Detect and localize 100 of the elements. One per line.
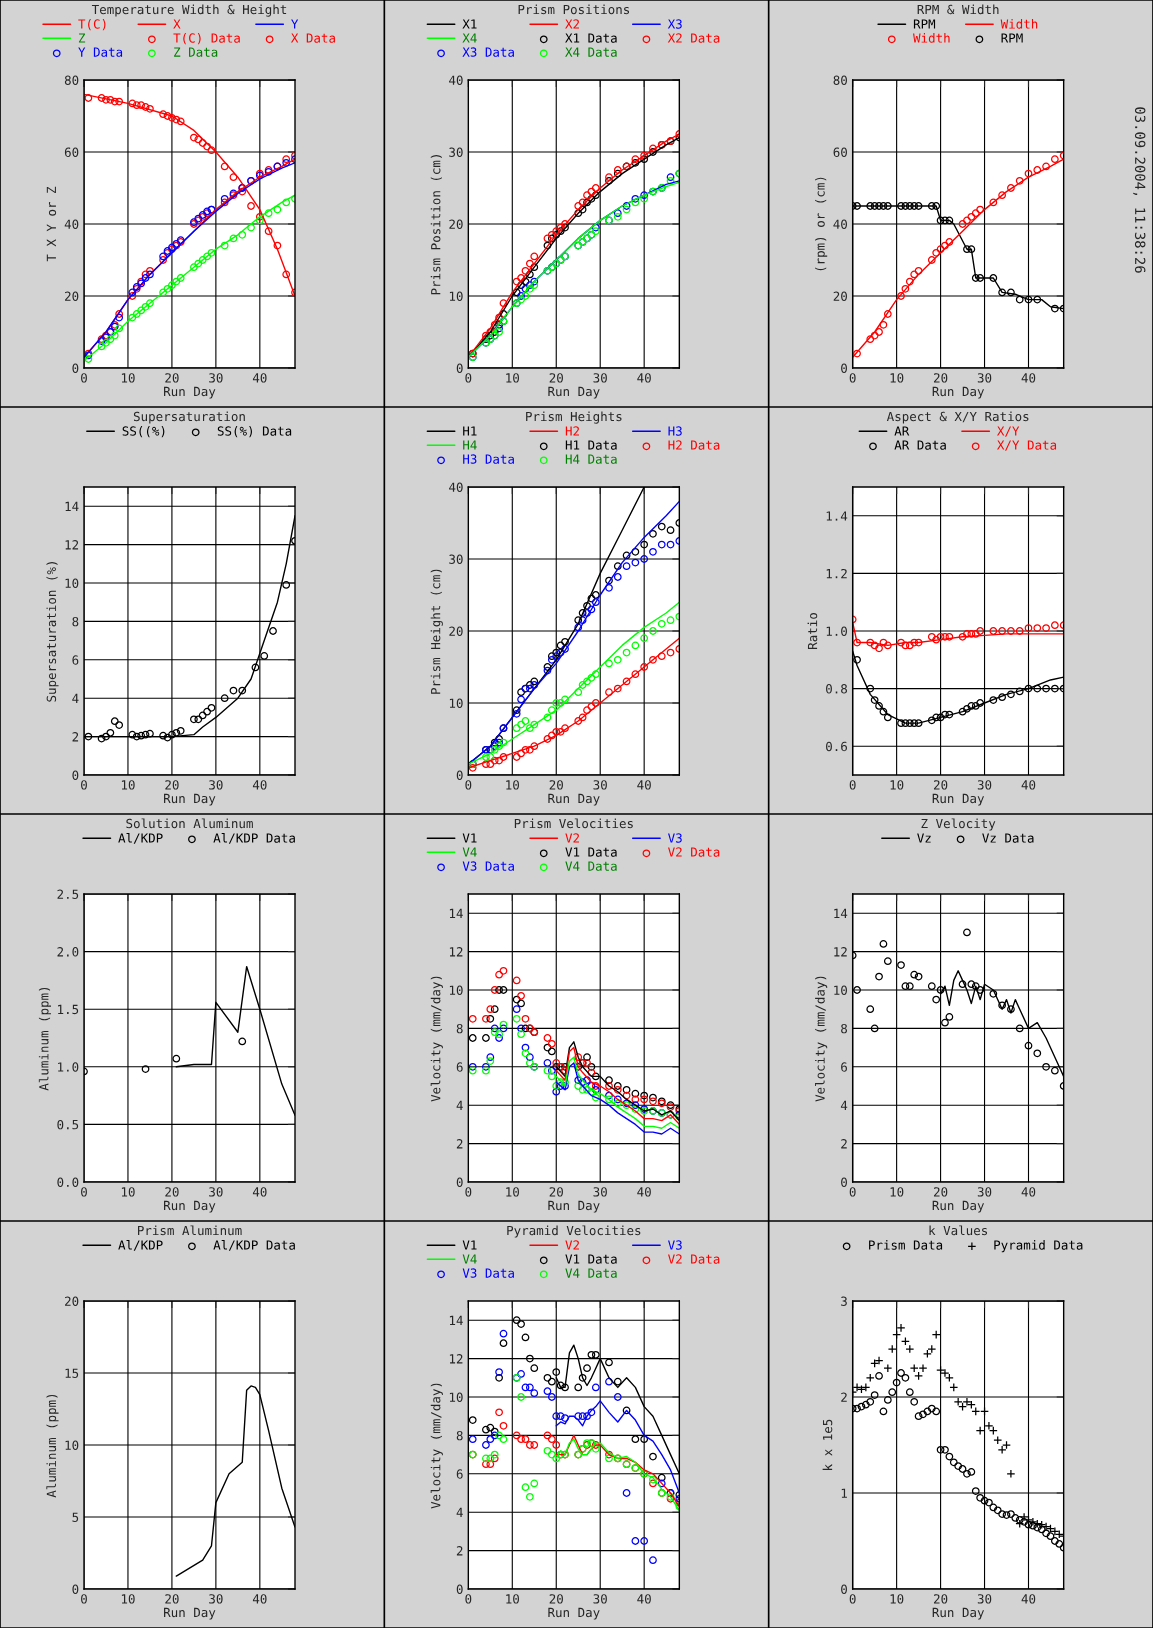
legend-label: Y Data <box>78 47 123 57</box>
x-axis-title: Run Day <box>932 1200 985 1213</box>
x-tick-label: 20 <box>933 373 948 383</box>
x-tick-label: 20 <box>933 1594 948 1604</box>
legend-label: Al/KDP <box>118 1240 163 1251</box>
x-axis-title: Run Day <box>164 1200 216 1213</box>
legend-label: H2 <box>565 426 579 436</box>
legend-label: AR <box>894 426 910 436</box>
y-tick-label: 2 <box>456 1139 463 1149</box>
chart-title: Prism Aluminum <box>138 1225 242 1236</box>
legend-label: V2 Data <box>668 847 720 857</box>
x-tick-label: 0 <box>465 1187 472 1197</box>
legend-label: V3 <box>668 1240 682 1250</box>
x-tick-label: 30 <box>977 1594 992 1604</box>
x-tick-label: 0 <box>849 1187 856 1197</box>
y-tick-label: 10 <box>834 985 847 995</box>
x-tick-label: 20 <box>549 780 563 790</box>
x-tick-label: 40 <box>252 780 267 790</box>
x-tick-label: 0 <box>849 780 856 790</box>
x-tick-label: 0 <box>849 373 856 383</box>
x-tick-label: 20 <box>165 373 179 383</box>
x-tick-label: 20 <box>165 1594 179 1604</box>
y-tick-label: 10 <box>449 698 463 708</box>
y-tick-label: 0 <box>456 363 463 373</box>
y-tick-label: 0 <box>72 363 79 373</box>
legend-label: V1 <box>462 833 477 843</box>
y-tick-label: 10 <box>449 291 463 301</box>
x-tick-label: 40 <box>1021 780 1036 790</box>
x-tick-label: 10 <box>890 373 904 383</box>
legend-label: X <box>173 19 181 29</box>
y-tick-label: 40 <box>833 219 847 229</box>
legend-label: H1 Data <box>565 440 617 450</box>
y-tick-label: 4 <box>72 693 79 703</box>
y-axis-title: (rpm) or (cm) <box>815 177 828 271</box>
x-tick-label: 10 <box>890 1187 904 1197</box>
y-axis-title: Prism Height (cm) <box>430 569 443 694</box>
y-tick-label: 6 <box>456 1469 463 1479</box>
x-axis-title: Run Day <box>932 1607 985 1620</box>
x-tick-label: 20 <box>549 1187 563 1197</box>
y-axis-title: Aluminum (ppm) <box>38 987 52 1091</box>
legend-label: SS(%) Data <box>217 426 292 438</box>
y-tick-label: 12 <box>449 947 463 957</box>
x-tick-label: 20 <box>165 780 179 790</box>
y-tick-label: 3 <box>841 1296 847 1306</box>
y-tick-label: 14 <box>449 1315 463 1325</box>
x-tick-label: 40 <box>637 1594 651 1604</box>
legend-label: X2 Data <box>667 33 720 43</box>
x-tick-label: 20 <box>933 1187 948 1197</box>
y-tick-label: 14 <box>449 908 463 918</box>
x-tick-label: 40 <box>637 780 651 790</box>
legend-label: Pyramid Data <box>994 1240 1083 1253</box>
x-axis-title: Run Day <box>548 793 600 806</box>
x-axis-title: Run Day <box>548 1607 600 1620</box>
x-tick-label: 20 <box>933 780 948 790</box>
legend-label: Prism Data <box>869 1240 943 1250</box>
y-tick-label: 20 <box>449 626 463 636</box>
x-tick-label: 40 <box>1021 373 1036 383</box>
legend-label: X2 <box>565 19 579 29</box>
legend-label: V3 <box>668 833 682 843</box>
chart-title: Supersaturation <box>133 411 245 424</box>
legend-label: V2 <box>565 833 579 843</box>
chart-title: Solution Aluminum <box>126 818 253 829</box>
x-tick-label: 40 <box>1021 1187 1036 1197</box>
x-tick-label: 30 <box>593 1594 607 1604</box>
x-axis-title: Run Day <box>164 1607 216 1620</box>
y-tick-label: 4 <box>456 1100 463 1110</box>
chart-title: Temperature Width & Height <box>91 4 287 17</box>
legend-label: V4 <box>462 1254 477 1264</box>
y-tick-label: 0 <box>841 1177 847 1187</box>
legend-label: RPM <box>913 19 936 29</box>
x-tick-label: 20 <box>549 373 563 383</box>
y-tick-label: 1.5 <box>58 1004 79 1015</box>
x-axis-title: Run Day <box>932 386 985 399</box>
chart-title: RPM & Width <box>917 4 999 15</box>
y-tick-label: 14 <box>65 501 79 511</box>
y-tick-label: 0 <box>456 1177 463 1187</box>
y-tick-label: 2 <box>841 1392 847 1402</box>
x-axis-title: Run Day <box>164 793 216 806</box>
x-tick-label: 0 <box>81 1187 87 1197</box>
chart-title: k Values <box>929 1225 988 1236</box>
y-tick-label: 8 <box>456 1430 463 1441</box>
legend-label: AR Data <box>894 440 946 450</box>
x-tick-label: 0 <box>465 780 472 790</box>
y-tick-label: 1.0 <box>826 626 847 636</box>
legend-label: V1 Data <box>565 847 617 857</box>
y-axis-title: Aluminum (ppm) <box>46 1394 59 1498</box>
y-axis-title: Velocity (mm/day) <box>430 1383 443 1509</box>
y-axis-title: Prism Position (cm) <box>430 155 442 295</box>
legend-label: V4 Data <box>565 1268 617 1278</box>
y-tick-label: 10 <box>449 985 463 995</box>
chart-title: Prism Velocities <box>514 818 633 829</box>
legend-label: H3 Data <box>463 454 514 464</box>
y-tick-label: 80 <box>833 75 847 85</box>
y-tick-label: 30 <box>449 147 463 157</box>
legend-label: X4 <box>462 33 477 43</box>
legend-label: Al/KDP Data <box>213 1240 295 1251</box>
legend-label: H1 <box>463 426 477 436</box>
y-tick-label: 12 <box>449 1354 463 1364</box>
legend-label: SS((%) <box>122 426 165 438</box>
x-tick-label: 40 <box>252 373 267 383</box>
